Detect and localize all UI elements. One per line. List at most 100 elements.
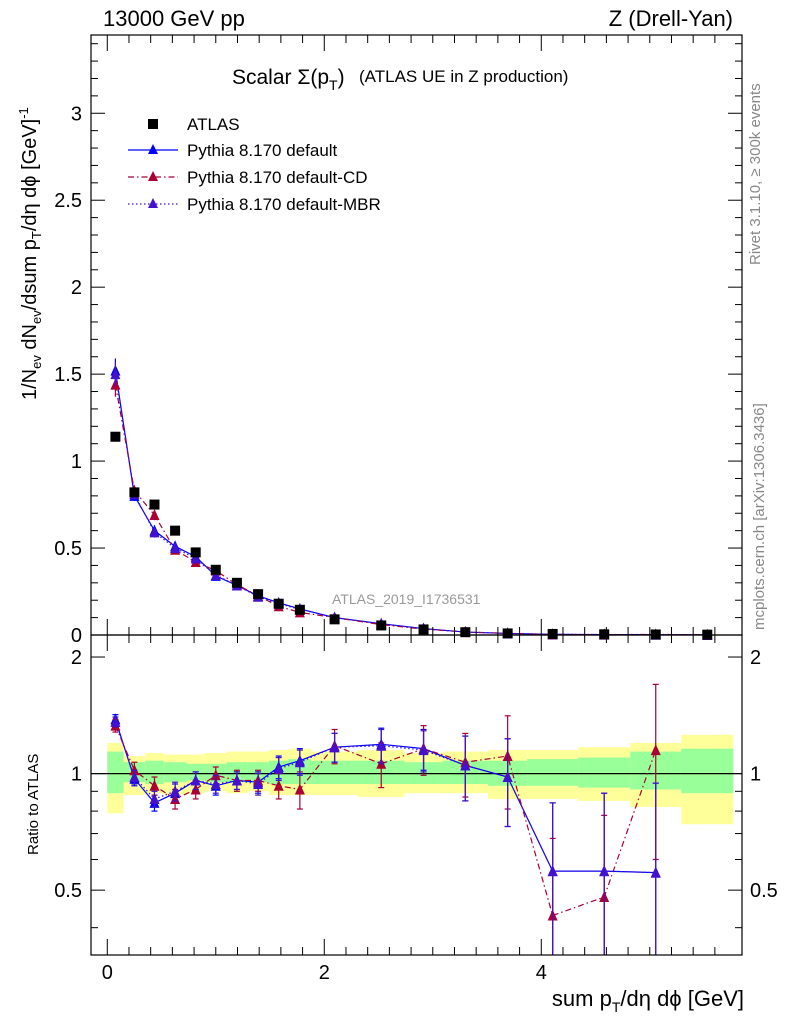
x-tick-label: 4 <box>536 962 547 984</box>
ratio-band-inner <box>163 762 187 783</box>
plot-title-extra: (ATLAS UE in Z production) <box>359 67 568 86</box>
legend: ATLAS Pythia 8.170 default Pythia 8.170 … <box>128 115 381 214</box>
ratio-panel: 0.5 0.5 1 1 2 2 0 2 4 Ratio to ATLAS sum pT/dη … <box>25 634 778 1015</box>
ratio-x-axis: 0 2 4 <box>102 635 716 984</box>
ratio-series-3-point <box>418 744 429 756</box>
atlas-data-point <box>210 564 221 575</box>
ratio-y-axis-label: Ratio to ATLAS <box>25 754 42 855</box>
ratio-series-3-point <box>650 866 661 878</box>
main-y-tick-label: 0.5 <box>54 538 82 560</box>
ratio-series-3-point <box>329 741 340 753</box>
main-x-axis-ticks <box>106 35 716 635</box>
ratio-y-tick-label-right: 0.5 <box>750 880 778 902</box>
legend-marker-default <box>148 144 158 154</box>
ratio-series-3-point <box>170 785 181 797</box>
atlas-data-point <box>149 499 160 510</box>
atlas-data-point <box>599 629 610 640</box>
ratio-series-3-point <box>502 770 513 782</box>
ratio-series-3-point <box>294 756 305 768</box>
ratio-series-2-point <box>273 779 284 791</box>
ratio-band-inner <box>145 760 164 784</box>
ratio-band-inner <box>578 757 631 788</box>
header-energy-label: 13000 GeV pp <box>103 6 245 31</box>
ratio-y-tick-label: 0.5 <box>54 880 82 902</box>
ratio-series-3-point <box>210 777 221 789</box>
mcplots-reference-label: mcplots.cern.ch [arXiv:1306.3436] <box>751 403 768 630</box>
ratio-series-line-2 <box>114 725 657 917</box>
atlas-data-point <box>110 431 121 442</box>
ratio-band-inner <box>681 748 734 794</box>
ratio-y-tick-label-right: 1 <box>750 764 761 786</box>
main-y-axis: 0 0.5 1 1.5 2 2.5 3 <box>54 43 742 647</box>
atlas-data-point <box>294 604 305 615</box>
ratio-series-3-point <box>273 762 284 774</box>
atlas-data-point <box>273 598 284 609</box>
analysis-tag: ATLAS_2019_I1736531 <box>332 591 481 607</box>
main-series-3-point <box>110 368 121 380</box>
main-series-2-point <box>149 509 160 520</box>
main-series-3-point <box>170 542 181 554</box>
ratio-y-axis: 0.5 0.5 1 1 2 2 <box>54 647 778 929</box>
ratio-band-inner <box>107 751 124 794</box>
plot-title-main: Scalar Σ(p <box>232 66 329 89</box>
ratio-y-tick-label-right: 2 <box>750 647 761 669</box>
ratio-series-3-point <box>599 865 610 877</box>
main-y-tick-label: 1 <box>71 451 82 473</box>
main-y-tick-label: 2.5 <box>54 190 82 212</box>
ratio-series-line-3 <box>114 721 656 874</box>
main-y-tick-label: 2 <box>71 277 82 299</box>
atlas-data-point <box>190 547 201 558</box>
atlas-data-point <box>170 525 181 536</box>
ratio-series-3-point <box>231 774 242 786</box>
ratio-series-3-point <box>460 759 471 771</box>
atlas-data-point <box>418 624 429 635</box>
atlas-data-point <box>129 487 140 498</box>
atlas-data-point <box>231 577 242 588</box>
plot-title: Scalar Σ(pT) <box>232 66 345 93</box>
legend-marker-default-cd <box>148 171 158 181</box>
legend-label-default-cd: Pythia 8.170 default-CD <box>187 168 368 187</box>
atlas-data-point <box>502 628 513 639</box>
legend-marker-default-mbr <box>148 198 158 208</box>
ratio-plot-content <box>91 683 742 955</box>
atlas-data-point <box>253 589 264 600</box>
plot-title-close: ) <box>338 66 345 89</box>
ratio-series-3-point <box>253 777 264 789</box>
ratio-band-inner <box>311 760 358 784</box>
main-y-axis-label: 1/Nev dNev/dsum pT/dη dϕ [GeV]-1 <box>16 107 44 400</box>
main-series-3-point <box>149 526 160 538</box>
x-axis-label: sum pT/dη dϕ [GeV] <box>552 986 744 1015</box>
main-plot-content <box>110 358 713 640</box>
ratio-series-2-point <box>650 744 661 756</box>
main-y-tick-label: 0 <box>71 625 82 647</box>
ratio-plot-frame <box>90 634 743 956</box>
main-series-3-point <box>190 552 201 564</box>
ratio-y-tick-label: 2 <box>71 647 82 669</box>
ratio-series-3-point <box>190 774 201 786</box>
ratio-y-tick-label: 1 <box>71 764 82 786</box>
plot-title-subscript: T <box>329 77 338 93</box>
ratio-series-3-point <box>129 770 140 782</box>
main-y-tick-label: 1.5 <box>54 364 82 386</box>
ratio-series-3-point <box>110 715 121 727</box>
ratio-series-3-point <box>149 792 160 804</box>
x-tick-label: 0 <box>102 962 113 984</box>
legend-marker-atlas <box>148 119 158 129</box>
ratio-series-2-point <box>149 779 160 791</box>
atlas-data-point <box>460 627 471 638</box>
ratio-series-3-point <box>547 865 558 877</box>
header-process-label: Z (Drell-Yan) <box>609 6 733 31</box>
main-y-tick-label: 3 <box>71 103 82 125</box>
atlas-data-point <box>376 620 387 631</box>
legend-label-default: Pythia 8.170 default <box>187 141 338 160</box>
legend-label-atlas: ATLAS <box>187 115 240 134</box>
legend-label-default-mbr: Pythia 8.170 default-MBR <box>187 195 381 214</box>
ratio-series-3-point <box>376 739 387 751</box>
ratio-series-2-point <box>294 783 305 795</box>
rivet-version-label: Rivet 3.1.10, ≥ 300k events <box>747 83 764 265</box>
x-tick-label: 2 <box>319 962 330 984</box>
ratio-band-inner <box>527 759 579 786</box>
atlas-data-point <box>547 628 558 639</box>
atlas-data-point <box>329 614 340 625</box>
